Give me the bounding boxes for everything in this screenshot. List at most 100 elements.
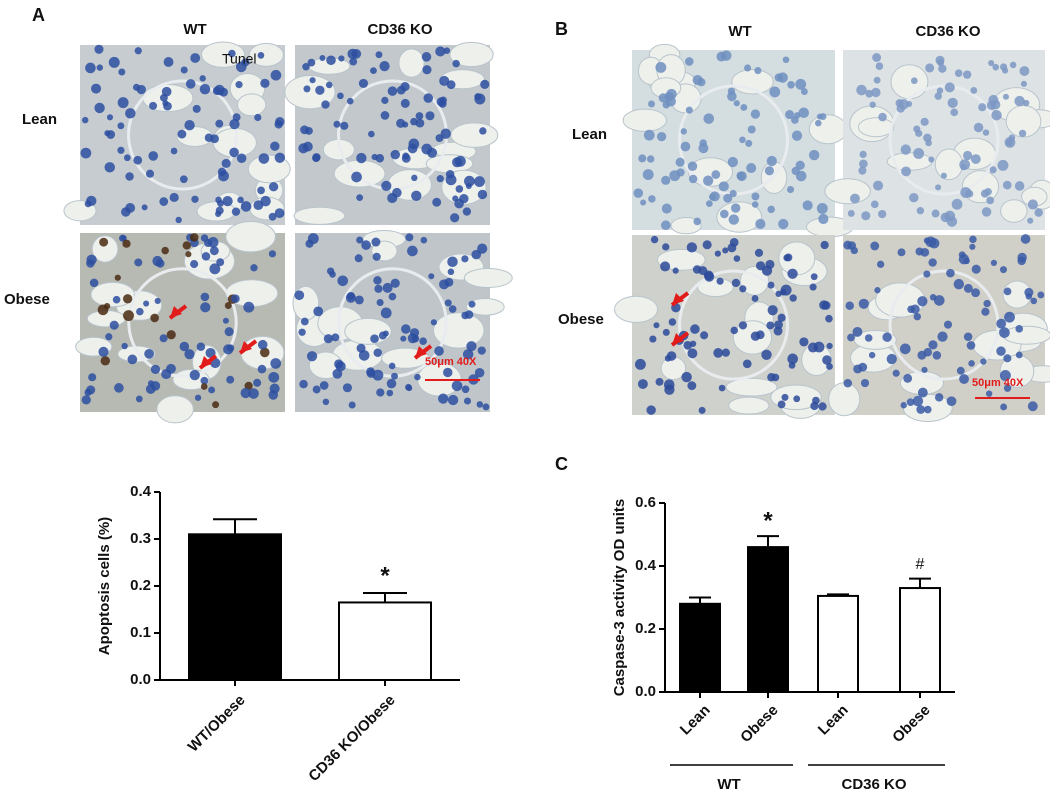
nucleus [312,154,321,163]
nucleus [711,170,721,179]
nucleus [250,264,258,272]
nucleus [162,100,169,107]
nucleus [80,147,92,159]
x-tick-label: Obese [889,702,933,746]
nucleus [730,203,741,213]
nucleus [633,188,644,198]
nucleus [928,340,938,350]
nucleus [935,184,942,191]
nucleus [646,405,656,415]
nucleus [637,379,648,389]
nucleus [704,271,715,282]
nucleus [452,59,460,68]
nucleus [378,331,387,340]
nucleus [917,387,928,398]
nucleus [764,166,775,176]
nucleus [123,294,133,304]
nucleus [963,283,973,293]
y-tick-label: 0.4 [130,483,152,500]
nucleus [1017,252,1027,263]
nucleus [269,383,280,394]
nucleus [312,385,321,394]
nucleus [988,60,995,67]
nucleus [254,113,262,122]
nucleus [415,118,425,128]
nucleus [358,78,369,89]
nucleus [415,112,424,120]
nucleus [444,299,452,307]
nucleus [999,327,1010,338]
nucleus [184,349,195,360]
nucleus [915,247,924,256]
arrow-head [200,356,212,368]
nucleus [402,152,410,160]
nucleus [878,209,887,219]
nucleus [878,112,887,122]
nucleus [361,240,371,250]
y-tick-label: 0.2 [635,620,656,637]
nucleus [440,128,451,139]
y-axis-label: Apoptosis cells (%) [96,517,113,655]
tubule [156,395,194,424]
nucleus [150,364,161,375]
nucleus [161,368,172,380]
nucleus [319,381,329,390]
nucleus [175,216,182,224]
nucleus [477,346,486,355]
x-tick-label: Lean [815,702,852,739]
nucleus [217,199,224,207]
nucleus [118,68,126,76]
nucleus [799,337,809,347]
nucleus [236,61,247,73]
nucleus [653,322,660,329]
nucleus [401,324,411,334]
nucleus [179,341,190,352]
nucleus [98,346,109,357]
scale-bar-label: 50μm 40X [972,377,1024,389]
nucleus [386,378,397,389]
nucleus [899,343,911,355]
nucleus [640,199,647,206]
nucleus [861,211,871,221]
nucleus [810,273,818,281]
nucleus [946,396,957,407]
glomerulus [678,269,789,381]
nucleus [655,377,664,386]
x-tick-label: Lean [677,702,714,739]
nucleus [663,379,675,391]
nucleus [105,333,113,341]
nucleus [454,155,466,167]
nucleus [907,305,915,314]
nucleus [145,169,155,178]
nucleus [680,141,691,152]
nucleus [681,371,692,383]
nucleus [997,159,1009,171]
nucleus [802,200,813,211]
nucleus [192,104,201,113]
row-label: Obese [558,311,604,328]
nucleus [815,119,822,127]
nucleus [716,277,724,285]
nucleus [662,243,670,251]
nucleus [222,196,233,207]
nucleus [1019,66,1030,77]
nucleus [661,203,672,214]
nucleus [326,267,335,275]
nucleus [319,54,326,61]
nucleus [376,298,384,307]
nucleus [650,235,659,244]
tubule [857,117,895,138]
column-label: WT [183,21,206,38]
nucleus [986,196,995,205]
nucleus [963,150,973,161]
nucleus [405,233,414,242]
nucleus [886,353,897,365]
nucleus [685,106,693,114]
nucleus [388,362,396,370]
nucleus [212,86,222,95]
tubule [1000,199,1028,223]
nucleus [852,326,863,337]
nucleus [390,149,400,160]
nucleus [141,204,148,211]
nucleus [687,348,698,359]
